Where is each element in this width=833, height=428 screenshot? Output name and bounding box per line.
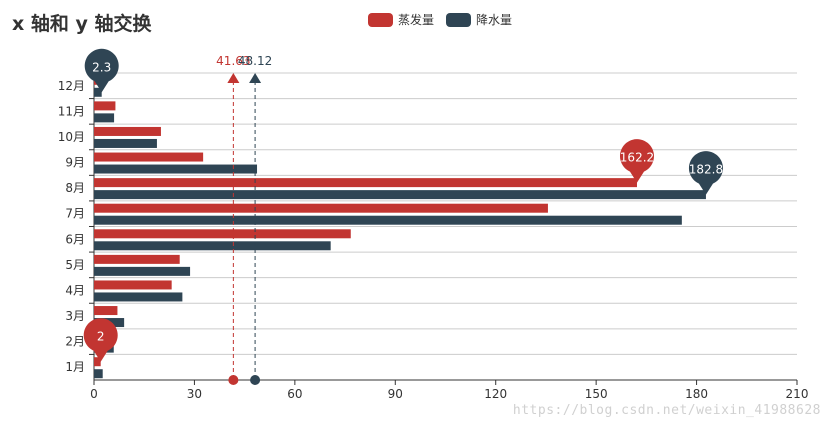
bar-precipitation [94,87,102,97]
y-tick-label: 11月 [58,104,85,118]
y-tick-label: 9月 [65,156,85,170]
x-tick-label: 90 [388,387,403,401]
average-arrow [249,73,262,83]
min-pin-label: 2 [97,330,105,344]
legend-label-precipitation: 降水量 [476,13,513,27]
y-tick-label: 2月 [65,335,85,349]
y-tick-label: 10月 [58,130,85,144]
x-tick-label: 30 [187,387,202,401]
x-tick-label: 120 [484,387,507,401]
legend-swatch-precipitation [446,12,472,27]
y-tick-label: 6月 [65,232,85,246]
min-pin-shape [83,318,118,362]
bar-precipitation [94,113,115,123]
bar-evaporation [94,152,204,162]
bar-precipitation [94,241,331,251]
chart-title: x 轴和 y 轴交换 [12,13,152,35]
x-tick-label: 150 [585,387,608,401]
x-tick-label: 180 [685,387,708,401]
max-pin: 162.2 [619,139,654,183]
bar-precipitation [94,138,157,148]
bar-evaporation [94,280,172,290]
y-tick-label: 1月 [65,360,85,374]
bar-evaporation [94,254,180,264]
bar-precipitation [94,292,183,302]
average-label: 48.12 [238,54,272,68]
legend[interactable]: 蒸发量 降水量 [368,11,512,28]
legend-label-evaporation: 蒸发量 [398,13,435,27]
y-tick-label: 3月 [65,309,85,323]
bar-precipitation [94,190,706,200]
min-pin-label: 2.3 [92,60,111,74]
y-tick-label: 4月 [65,283,85,297]
bar-evaporation [94,203,548,213]
max-pin-label: 182.8 [689,163,723,177]
legend-swatch-evaporation [368,12,393,27]
legend-item-precipitation[interactable]: 降水量 [446,11,512,28]
bar-evaporation [94,229,351,239]
y-tick-label: 7月 [65,207,85,221]
y-tick-label: 12月 [58,79,85,93]
bar-precipitation [94,266,191,276]
x-tick-label: 210 [786,387,809,401]
min-pin: 2 [83,318,118,362]
min-pin-shape [84,48,119,93]
average-dot [228,375,239,385]
max-pin-label: 162.2 [620,151,654,165]
legend-item-evaporation[interactable]: 蒸发量 [368,11,434,28]
bar-precipitation [94,369,103,379]
bar-evaporation [94,306,118,316]
y-tick-label: 5月 [65,258,85,272]
y-tick-label: 8月 [65,181,85,195]
bar-evaporation [94,178,637,188]
min-pin: 2.3 [84,48,119,93]
max-pin: 182.8 [688,151,723,195]
x-tick-label: 60 [287,387,302,401]
average-dot [250,375,261,385]
watermark: https://blog.csdn.net/weixin_41988628 [512,403,821,418]
bar-precipitation [94,215,682,225]
bar-evaporation [94,357,101,367]
average-label: 41.63 [216,54,250,68]
x-tick-label: 0 [90,387,98,401]
average-arrow [227,73,240,83]
max-pin-shape [619,139,654,183]
bar-evaporation [94,101,116,111]
bar-precipitation [94,164,258,174]
bar-evaporation [94,126,161,136]
max-pin-shape [688,151,723,195]
